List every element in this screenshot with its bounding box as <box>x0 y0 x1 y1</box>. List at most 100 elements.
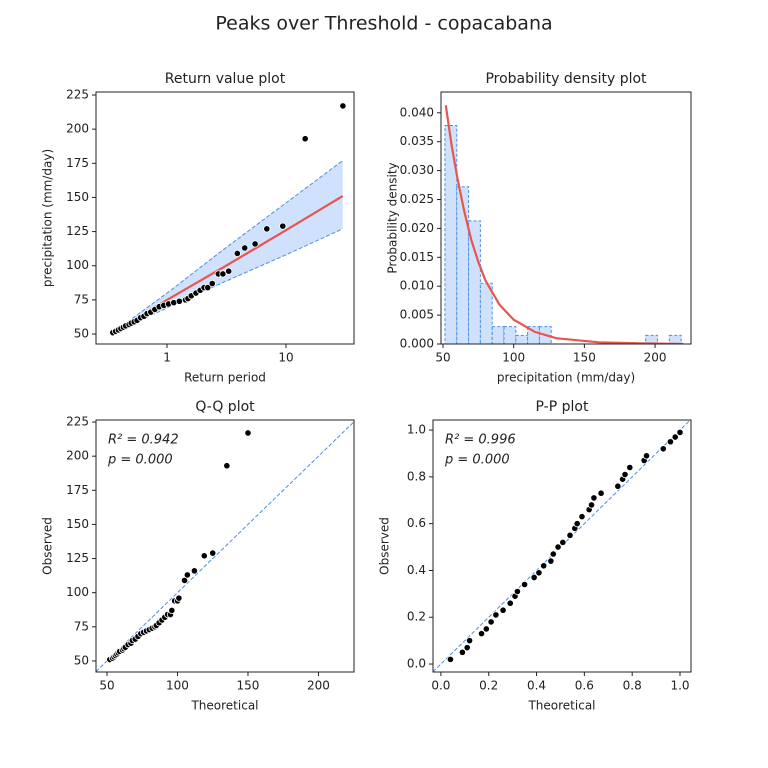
point <box>566 531 574 539</box>
point <box>183 571 191 579</box>
y-tick-label: 50 <box>74 327 89 341</box>
bar <box>468 220 481 344</box>
point <box>458 648 467 656</box>
point <box>676 428 684 437</box>
point <box>540 562 548 570</box>
y-tick-label: 200 <box>66 122 89 136</box>
x-tick-label: 100 <box>502 351 525 365</box>
y-tick-label: 0.005 <box>400 308 434 322</box>
x-tick-label: 0.6 <box>575 679 594 693</box>
point <box>219 270 227 278</box>
point <box>465 637 474 645</box>
x-axis-label: Theoretical <box>190 699 258 713</box>
point <box>492 611 500 619</box>
point <box>225 267 233 275</box>
point <box>204 283 212 292</box>
x-tick-label: 10 <box>278 351 293 365</box>
panel-title: Probability density plot <box>485 71 647 87</box>
point <box>621 470 629 479</box>
point <box>520 580 529 589</box>
point <box>200 552 208 560</box>
y-tick-label: 225 <box>66 415 89 429</box>
bar <box>479 282 493 344</box>
bar <box>491 326 505 344</box>
annotation: p = 0.000 <box>444 453 510 468</box>
x-tick-label: 1 <box>163 351 171 365</box>
point <box>279 222 287 230</box>
axes-frame <box>95 419 355 673</box>
point <box>535 569 543 577</box>
point <box>175 594 183 602</box>
x-tick-label: 200 <box>307 679 330 693</box>
annotation: R² = 0.942 <box>108 433 179 448</box>
point <box>463 644 471 652</box>
fit-line <box>444 105 684 344</box>
y-tick-label: 50 <box>74 653 89 667</box>
y-tick-label: 0.6 <box>407 516 426 530</box>
y-tick-label: 0.035 <box>400 134 434 148</box>
y-axis-label: Observed <box>378 517 392 575</box>
y-tick-label: 0.0 <box>407 657 426 671</box>
bar <box>515 334 529 344</box>
point <box>446 655 455 663</box>
x-tick-label: 0.4 <box>527 679 546 693</box>
y-tick-label: 175 <box>66 156 89 170</box>
x-axis-label: precipitation (mm/day) <box>497 371 635 385</box>
y-tick-label: 75 <box>74 292 89 306</box>
y-tick-label: 150 <box>66 517 89 531</box>
y-tick-label: 100 <box>66 258 89 272</box>
band-upper <box>112 160 343 334</box>
y-tick-label: 0.030 <box>400 163 434 177</box>
x-tick-label: 100 <box>166 679 189 693</box>
axes-frame <box>440 91 692 345</box>
point <box>175 297 183 305</box>
point <box>482 625 490 633</box>
point <box>666 438 675 446</box>
y-tick-label: 0.040 <box>400 105 434 119</box>
point <box>671 433 679 441</box>
point <box>614 482 622 490</box>
x-tick-label: 200 <box>644 351 667 365</box>
y-axis-label: Probability density <box>386 162 400 273</box>
point <box>642 452 651 460</box>
x-tick-label: 0.2 <box>479 679 498 693</box>
y-tick-label: 0.015 <box>400 250 434 264</box>
point <box>573 520 581 528</box>
y-tick-label: 125 <box>66 224 89 238</box>
point <box>506 599 514 607</box>
y-tick-label: 200 <box>66 449 89 463</box>
x-tick-label: 150 <box>573 351 596 365</box>
point <box>339 102 347 110</box>
point <box>549 550 557 558</box>
x-tick-label: 0.0 <box>431 679 450 693</box>
x-axis-label: Return period <box>184 371 266 385</box>
axes-frame <box>432 419 692 673</box>
point <box>499 606 507 614</box>
y-tick-label: 0.010 <box>400 279 434 293</box>
y-tick-label: 0.025 <box>400 192 434 206</box>
y-tick-label: 0.000 <box>400 337 434 351</box>
annotation: p = 0.000 <box>107 453 173 468</box>
y-tick-label: 0.8 <box>407 469 426 483</box>
point <box>233 249 241 258</box>
y-tick-label: 0.020 <box>400 221 434 235</box>
y-axis-label: Observed <box>41 517 55 575</box>
x-tick-label: 150 <box>237 679 260 693</box>
point <box>209 549 217 557</box>
point <box>477 630 486 638</box>
point <box>244 429 252 437</box>
y-tick-label: 0.2 <box>407 610 426 624</box>
x-tick-label: 0.8 <box>623 679 642 693</box>
y-tick-label: 1.0 <box>407 423 426 437</box>
point <box>554 543 562 551</box>
point <box>223 462 231 470</box>
panel-title: Return value plot <box>165 71 286 87</box>
figure-title: Peaks over Threshold - copacabana <box>215 13 552 35</box>
point <box>587 501 596 509</box>
x-tick-label: 50 <box>99 679 114 693</box>
plot-area <box>112 160 344 334</box>
point <box>301 135 309 143</box>
y-tick-label: 175 <box>66 483 89 497</box>
plot-area <box>444 105 684 344</box>
